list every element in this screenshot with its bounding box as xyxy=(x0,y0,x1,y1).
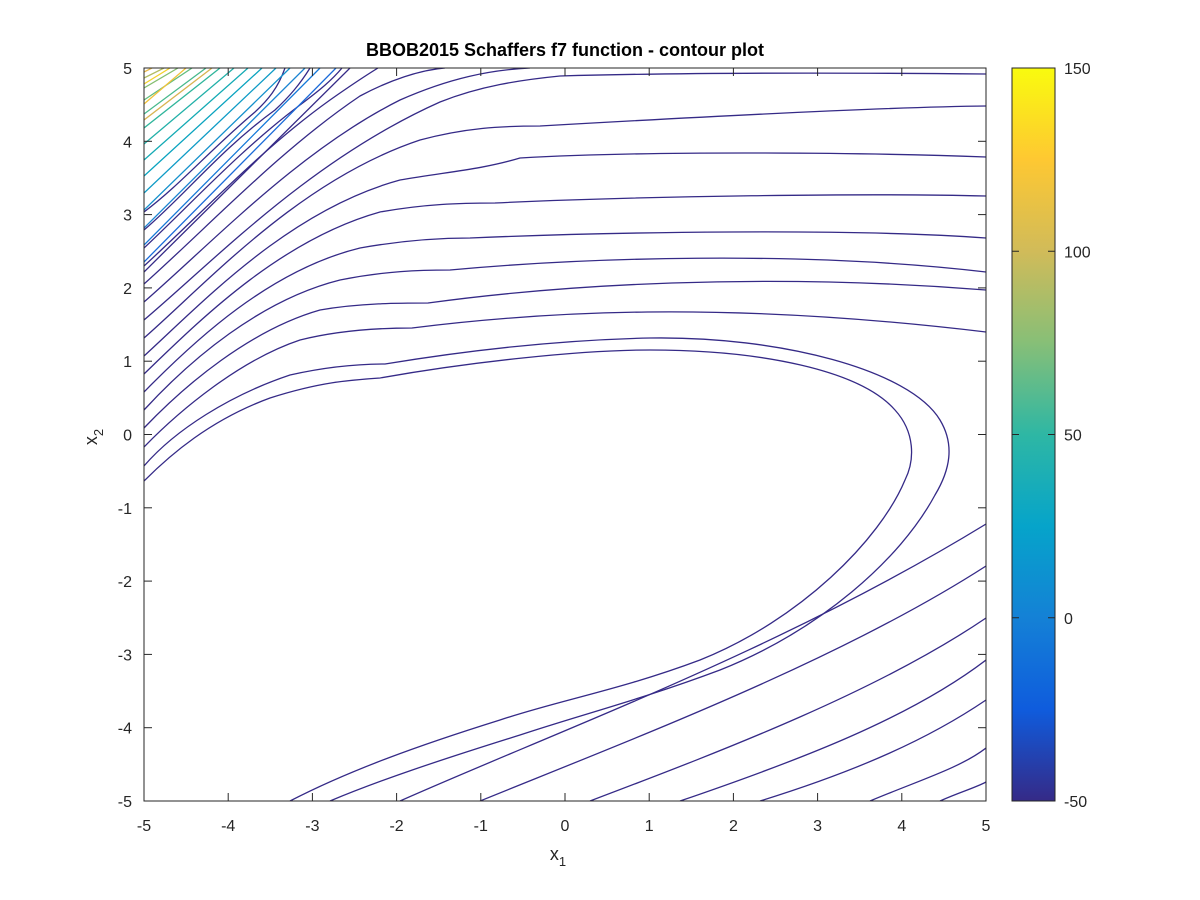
x-tick-label: -5 xyxy=(137,818,151,835)
contour-line xyxy=(589,617,986,801)
y-tick-label: -4 xyxy=(118,721,132,738)
x-tick-label: -4 xyxy=(221,818,235,835)
contour-line xyxy=(144,68,337,263)
y-tick-label: -3 xyxy=(118,647,132,664)
contour-line xyxy=(144,68,249,161)
y-tick-label: -5 xyxy=(118,794,132,811)
contour-line xyxy=(144,68,321,246)
contour-line xyxy=(144,152,986,357)
x-tick-label: 0 xyxy=(561,818,570,835)
contour-line xyxy=(144,68,291,211)
y-tick-label: 4 xyxy=(123,134,132,151)
y-tick-label: 3 xyxy=(123,208,132,225)
colorbar-tick-label: 0 xyxy=(1064,611,1073,628)
x-tick-label: -3 xyxy=(305,818,319,835)
x-tick-label: 3 xyxy=(813,818,822,835)
contour-line xyxy=(144,68,221,129)
y-axis-label-sub: 2 xyxy=(91,429,106,436)
contour-line xyxy=(144,68,207,115)
y-tick-label: 5 xyxy=(123,61,132,78)
x-axis-label: x1 xyxy=(550,844,566,869)
contour-line xyxy=(399,523,986,801)
contour-line xyxy=(144,68,179,89)
contour-line xyxy=(144,337,950,801)
contour-line xyxy=(144,349,913,801)
x-tick-label: 5 xyxy=(982,818,991,835)
colorbar-tick-label: 50 xyxy=(1064,428,1082,445)
contour-line xyxy=(144,72,986,321)
contour-line xyxy=(144,68,171,85)
contour-line xyxy=(144,68,277,194)
x-tick-label: -2 xyxy=(389,818,403,835)
x-tick-label: 4 xyxy=(897,818,906,835)
y-axis: -5 -4 -3 -2 -1 0 1 2 3 4 5 xyxy=(118,61,986,811)
y-axis-label-base: x xyxy=(81,436,101,445)
colorbar-tick-label: -50 xyxy=(1064,794,1087,811)
contour-line xyxy=(144,105,986,339)
contour-line xyxy=(869,747,986,801)
colorbar xyxy=(1011,67,1056,802)
contour-line xyxy=(144,68,235,145)
x-axis: -5 -4 -3 -2 -1 0 1 2 3 4 5 xyxy=(137,68,991,835)
contour-lines xyxy=(144,68,986,801)
y-tick-label: 1 xyxy=(123,354,132,371)
y-tick-label: -1 xyxy=(118,501,132,518)
contour-line xyxy=(144,68,263,177)
y-tick-label: 0 xyxy=(123,428,132,445)
contour-line xyxy=(144,68,446,285)
y-tick-label: -2 xyxy=(118,574,132,591)
y-axis-label: x2 xyxy=(81,429,106,445)
contour-line xyxy=(679,659,986,801)
chart-title: BBOB2015 Schaffers f7 function - contour… xyxy=(366,40,764,60)
x-axis-label-sub: 1 xyxy=(559,854,566,869)
colorbar-tick-label: 100 xyxy=(1064,244,1091,261)
x-axis-label-base: x xyxy=(550,844,559,864)
contour-line xyxy=(144,280,986,429)
contour-line xyxy=(144,68,306,229)
contour-line xyxy=(479,565,986,801)
contour-line xyxy=(144,231,986,393)
contour-line xyxy=(144,68,153,73)
contour-line xyxy=(939,781,986,801)
contour-line xyxy=(144,68,187,105)
contour-line xyxy=(144,68,213,121)
contour-line xyxy=(144,68,379,267)
contour-line xyxy=(144,68,311,231)
y-tick-label: 2 xyxy=(123,281,132,298)
x-tick-label: 1 xyxy=(645,818,654,835)
contour-line xyxy=(759,699,986,801)
colorbar-ticks: -50 0 50 100 150 xyxy=(1012,61,1091,811)
colorbar-tick-label: 150 xyxy=(1064,61,1091,78)
contour-line xyxy=(144,68,343,249)
contour-line xyxy=(144,68,286,213)
plot-area xyxy=(144,68,986,801)
x-tick-label: -1 xyxy=(474,818,488,835)
contour-line xyxy=(144,68,165,79)
contour-line xyxy=(144,68,351,273)
contour-line xyxy=(144,257,986,411)
contour-line xyxy=(144,194,986,375)
x-tick-label: 2 xyxy=(729,818,738,835)
contour-line xyxy=(144,311,986,448)
